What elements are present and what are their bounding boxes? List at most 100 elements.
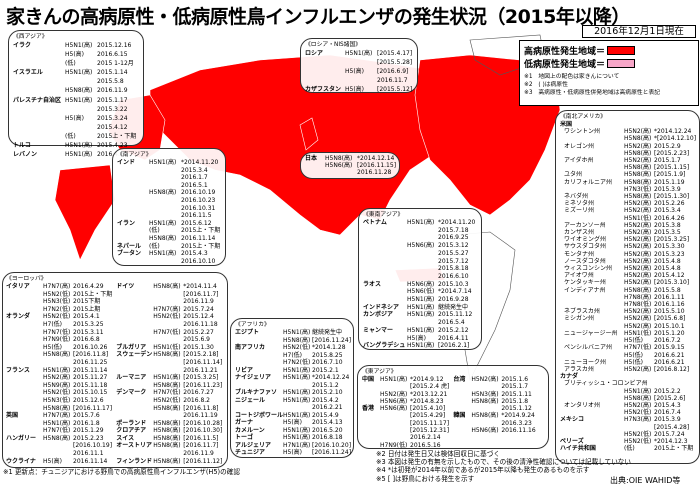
outbreak-row: 2016.2.14 — [362, 434, 449, 441]
outbreak-row: H5N6(高) [2016.11.15] — [305, 162, 396, 169]
outbreak-date: 2015.1.7 — [501, 383, 529, 391]
virus-subtype: H5N6(高) — [407, 242, 435, 250]
country-name: ブリティッシュ・コロンビア州 — [564, 380, 648, 388]
virus-subtype — [407, 265, 438, 273]
footnote-1: ※1 更新点：チュニジアにおける野鳥での高病原性鳥インフルエンザ(H5)の確認 — [3, 468, 240, 476]
outbreak-date: [2015.5.12] — [377, 86, 413, 94]
outbreak-row: H7N3(低) 2015.3.9 — [560, 186, 695, 193]
page-title: 家きんの高病原性・低病原性鳥インフルエンザの発生状況（2015年以降） — [6, 6, 630, 28]
outbreak-date: [2016.10.19] — [73, 442, 113, 450]
country-name — [453, 427, 471, 434]
outbreak-row: フィンランド H5N8(高) [2016.11.12] — [116, 458, 222, 466]
outbreak-date: 2016.1.11 — [654, 293, 685, 301]
outbreak-date: 2015.1.30 — [183, 343, 214, 351]
outbreak-date: 2016.6.10 — [438, 272, 469, 280]
virus-subtype — [149, 205, 181, 213]
virus-subtype: H5(高) — [345, 86, 365, 94]
country-name — [6, 321, 43, 329]
outbreak-date: 2015上・下期 — [654, 445, 694, 453]
virus-subtype: H5N2(高) — [471, 376, 499, 383]
outbreak-row: H7N9(低) 2016.6.8 — [6, 336, 112, 344]
virus-subtype: H5N1(高) — [65, 151, 93, 159]
virus-subtype: H5N6(高) — [325, 162, 353, 169]
outbreak-date: 2015.1.8 — [501, 397, 529, 405]
virus-subtype — [380, 412, 410, 419]
virus-subtype — [407, 258, 438, 266]
virus-subtype — [149, 258, 181, 266]
outbreak-date: 2016.4.29 — [73, 283, 104, 290]
virus-subtype: H5N6(高) — [380, 405, 408, 413]
country-name — [6, 359, 43, 367]
outbreak-date: 2015.12.4 — [183, 313, 214, 321]
virus-subtype: H5N1(高) — [153, 374, 181, 382]
virus-subtype: H7N7(低) — [43, 427, 71, 435]
country-name — [453, 420, 471, 427]
outbreak-date: 2016.7.27 — [183, 389, 214, 397]
virus-subtype: H7N3(低) — [624, 185, 652, 193]
outbreak-row: H5N9(高) 2015.11.18 — [6, 382, 112, 390]
country-name — [560, 352, 624, 359]
outbreak-row: パレスチナ自治区 H5N1(高) 2015.1.17 — [13, 96, 139, 105]
country-name: オンタリオ州 — [564, 401, 601, 409]
outbreak-row: H5N1(高) 2016.9.28 — [363, 296, 477, 304]
region-title: 《ヨーロッパ》 — [6, 276, 47, 282]
country-name — [453, 391, 471, 398]
outbreak-row: クロアチア H5N8(高) [2016.10.30] — [116, 427, 222, 435]
japan-region — [299, 117, 319, 151]
outbreak-date: 2016.8.18 — [312, 434, 343, 441]
virus-subtype — [153, 359, 183, 367]
outbreak-row: インド H5N1(高) *2014.11.20 — [117, 159, 221, 167]
country-name — [362, 420, 380, 427]
country-name — [116, 329, 153, 337]
outbreak-date — [654, 373, 695, 380]
virus-subtype: (低) — [65, 132, 76, 140]
virus-subtype: H5N2(低) — [153, 396, 181, 404]
outbreak-row: 2016.10.10 — [117, 258, 221, 266]
outbreak-row: H5(高) 2016.6.15 — [13, 50, 139, 59]
virus-subtype — [380, 383, 410, 390]
country-name — [116, 291, 153, 299]
outbreak-row: 英国 H7N7(高) 2015.7.6 — [6, 412, 112, 420]
outbreak-row: 2015.1.7 — [453, 383, 535, 390]
outbreak-date: *2014.12.24 — [312, 374, 350, 381]
country-name: 南アフリカ — [235, 344, 266, 351]
virus-subtype — [325, 169, 357, 176]
region-south-asia: 《南アジア》 インド H5N1(高) *2014.11.20 2015.3.4 2016.… — [112, 148, 226, 266]
outbreak-row: 2015.8.18 — [363, 265, 477, 273]
region-title: 《ロシア・NIS諸国》 — [305, 42, 362, 48]
outbreak-row: H5N8(高) 2016.10.19 — [117, 189, 221, 197]
country-name — [117, 227, 149, 235]
virus-subtype: H5N1(高) — [149, 250, 177, 258]
outbreak-date: [2015.12.31] — [410, 427, 450, 435]
outbreak-date: 2016.3.23 — [501, 419, 532, 427]
outbreak-row: 2016.11.18 — [116, 321, 222, 329]
outbreak-row: H5N2(低) 2016.8.2 — [116, 397, 222, 405]
virus-subtype: H5(高) — [43, 457, 63, 465]
outbreak-date: 2016.5.1 — [181, 181, 208, 189]
country-name: アラスカ州 — [564, 365, 594, 373]
outbreak-date: 2015.3.12 — [438, 242, 469, 250]
virus-subtype: H5N8(高) — [43, 434, 71, 442]
outbreak-row: H5N8(高) [2016.11.23] — [116, 382, 222, 390]
virus-subtype: H7(低) — [43, 320, 63, 328]
virus-subtype — [345, 58, 377, 67]
country-name: トーゴ — [235, 434, 254, 441]
outbreak-date: 2016.10.31 — [181, 204, 216, 212]
virus-subtype: H5N2(高) — [380, 390, 408, 398]
outbreak-date: *2013.12.21 — [410, 390, 448, 398]
outbreak-date: [2015.2.18] — [183, 351, 219, 359]
country-name: 中国 — [362, 376, 375, 383]
outbreak-date: 2015.1.7 — [654, 157, 681, 165]
virus-subtype: H5N1(高) — [283, 366, 311, 374]
country-name — [13, 114, 65, 123]
outbreak-date: 2015 1-12月 — [97, 60, 134, 68]
outbreak-row: 2016.11.5 — [117, 212, 221, 220]
outbreak-row: イラク H5N1(高) 2015.12.16 — [13, 41, 139, 50]
country-name: アルジェリア — [235, 441, 271, 449]
country-name: カメルーン — [235, 426, 265, 434]
outbreak-row: ベリーズ H5N2(低) *2014.12.3 — [560, 438, 695, 445]
virus-subtype: H5N1(高) — [407, 342, 435, 350]
outbreak-date: 2016.4.11 — [438, 334, 469, 342]
outbreak-date: [2016.11.7] — [183, 442, 219, 450]
country-name: オーストリア — [116, 442, 152, 450]
